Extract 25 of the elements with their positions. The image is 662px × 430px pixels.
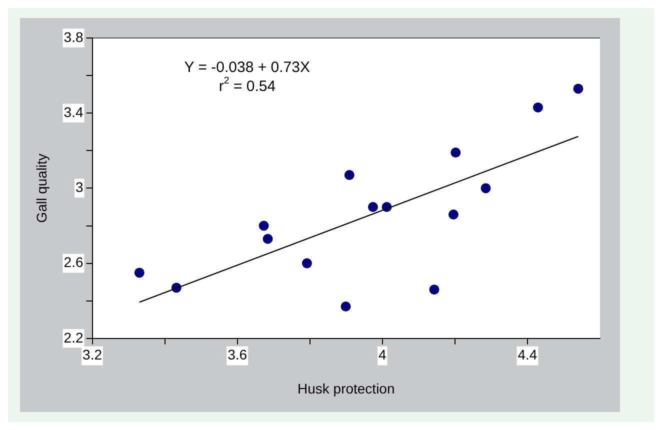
point xyxy=(134,268,144,278)
y-tick-label: 3 xyxy=(75,179,84,196)
x-tick-label: 3.6 xyxy=(228,346,248,363)
point xyxy=(450,148,461,158)
x-tick-label: 4.4 xyxy=(518,346,538,363)
point xyxy=(368,202,378,212)
point xyxy=(302,258,312,268)
y-tick-label: 2.6 xyxy=(64,254,84,270)
point xyxy=(344,170,354,180)
point xyxy=(262,234,273,244)
x-axis-title: Husk protection xyxy=(297,380,395,396)
point xyxy=(258,220,269,231)
point xyxy=(429,284,440,295)
point xyxy=(480,183,491,194)
y-tick-label: 2.2 xyxy=(64,329,84,346)
x-tick-label: 3.2 xyxy=(82,346,102,363)
point xyxy=(532,102,543,112)
point xyxy=(448,209,458,220)
y-axis-title: Gall quality xyxy=(33,154,50,223)
x-tick-label: 4 xyxy=(378,346,386,363)
y-tick-label: 3.4 xyxy=(64,104,84,120)
y-tick-label: 3.8 xyxy=(64,28,84,45)
annotation: Y = -0.038 + 0.73X xyxy=(184,59,310,76)
point xyxy=(340,301,351,312)
point xyxy=(573,84,584,94)
